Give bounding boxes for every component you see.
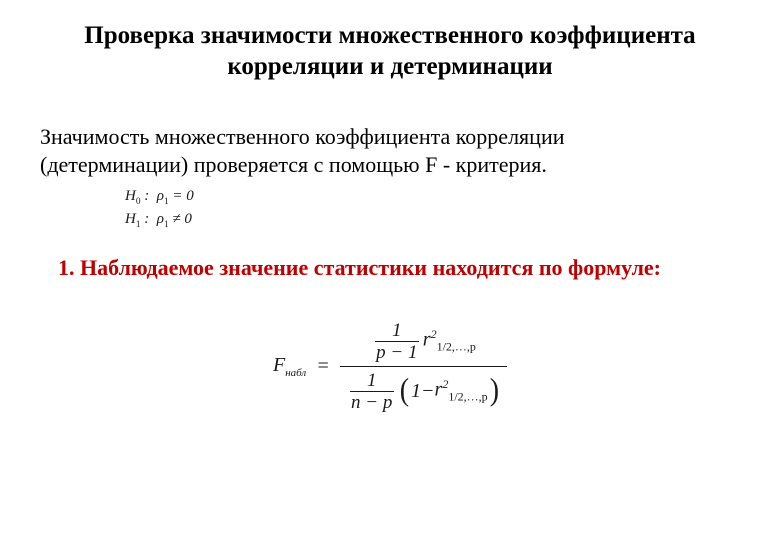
- den-mf-p: p: [383, 392, 393, 413]
- rparen-icon: ): [488, 375, 501, 407]
- den-minus: −: [421, 380, 435, 403]
- step-heading: 1. Наблюдаемое значение статистики наход…: [30, 255, 750, 281]
- lhs-F: F: [273, 354, 285, 376]
- den-mf-minus: −: [361, 392, 383, 413]
- h0-H: H: [125, 188, 136, 204]
- formula-container: Fнабл = 1 p − 1 r21/2,…,p: [30, 317, 750, 416]
- den-mf-top: 1: [367, 370, 377, 391]
- den-paren-group: ( 1 − r21/2,…,p ): [398, 377, 501, 405]
- den-r-term: r21/2,…,p: [435, 377, 488, 405]
- formula-lhs: Fнабл: [273, 354, 306, 379]
- main-fraction: 1 p − 1 r21/2,…,p 1: [340, 317, 507, 416]
- body-line-2: (детерминации) проверяется с помощью F -…: [40, 151, 750, 180]
- den-mf-n: n: [351, 392, 361, 413]
- numerator: 1 p − 1 r21/2,…,p: [365, 317, 482, 366]
- h1-eq: ≠ 0: [169, 211, 192, 227]
- body-paragraph: Значимость множественного коэффициента к…: [30, 123, 750, 180]
- num-mini-fraction: 1 p − 1: [375, 320, 419, 363]
- h1-colon: :: [141, 211, 154, 227]
- f-statistic-formula: Fнабл = 1 p − 1 r21/2,…,p: [273, 317, 507, 416]
- den-one: 1: [411, 380, 421, 403]
- num-r-term: r21/2,…,p: [423, 327, 476, 355]
- title-line-1: Проверка значимости множественного коэфф…: [30, 20, 750, 51]
- num-mf-p: p: [376, 342, 386, 363]
- equals-sign: =: [316, 355, 330, 378]
- h0-rho: ρ: [157, 188, 164, 204]
- hypotheses-block: H0 : ρ1 = 0 H1 : ρ1 ≠ 0: [30, 186, 750, 233]
- h0-colon: :: [141, 188, 154, 204]
- num-mf-1: 1: [408, 342, 418, 363]
- den-mf-bot: n − p: [351, 392, 392, 413]
- h0-eq: = 0: [169, 188, 194, 204]
- num-r: r: [423, 329, 431, 351]
- body-line-1: Значимость множественного коэффициента к…: [40, 123, 750, 152]
- slide-title: Проверка значимости множественного коэфф…: [30, 20, 750, 83]
- lparen-icon: (: [398, 375, 411, 407]
- den-r-sub: 1/2,…,p: [448, 390, 487, 404]
- num-mf-bot: p − 1: [376, 342, 417, 363]
- hypothesis-h1: H1 : ρ1 ≠ 0: [125, 209, 750, 232]
- num-mf-minus: −: [386, 342, 408, 363]
- den-mini-fraction: 1 n − p: [350, 370, 394, 413]
- num-r-sub: 1/2,…,p: [437, 340, 476, 354]
- num-mf-top: 1: [392, 320, 402, 341]
- slide: Проверка значимости множественного коэфф…: [0, 0, 780, 540]
- lhs-sub: набл: [285, 367, 306, 379]
- h1-H: H: [125, 211, 136, 227]
- h1-rho: ρ: [157, 211, 164, 227]
- title-line-2: корреляции и детерминации: [30, 51, 750, 82]
- denominator: 1 n − p ( 1 − r21/2,…,p ): [340, 367, 507, 416]
- hypothesis-h0: H0 : ρ1 = 0: [125, 186, 750, 209]
